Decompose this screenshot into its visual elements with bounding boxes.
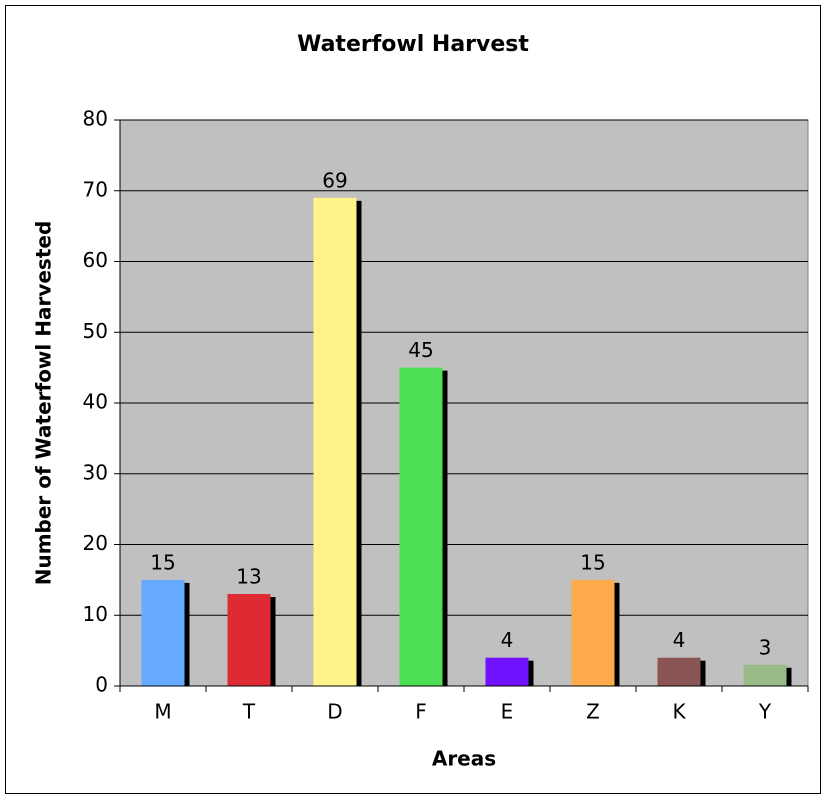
data-label: 4 (673, 628, 686, 652)
x-tick-label: E (501, 700, 514, 724)
x-tick-label: Z (586, 700, 600, 724)
bar (399, 367, 443, 686)
bar (485, 657, 529, 686)
bar (141, 579, 185, 686)
y-tick-label: 50 (83, 319, 108, 343)
y-axis-title: Number of Waterfowl Harvested (32, 221, 56, 586)
bar (313, 197, 357, 686)
bar (657, 657, 701, 686)
bar (743, 664, 787, 686)
data-label: 13 (236, 565, 261, 589)
data-label: 4 (501, 628, 514, 652)
x-tick-label: M (154, 700, 171, 724)
bar (571, 579, 615, 686)
y-tick-label: 0 (95, 673, 108, 697)
data-label: 3 (759, 635, 772, 659)
x-tick-label: T (242, 700, 256, 724)
y-tick-label: 20 (83, 531, 108, 555)
data-label: 45 (408, 338, 433, 362)
y-tick-label: 30 (83, 460, 108, 484)
y-tick-label: 10 (83, 602, 108, 626)
data-label: 15 (580, 550, 605, 574)
y-tick-label: 40 (83, 390, 108, 414)
y-tick-label: 60 (83, 248, 108, 272)
data-label: 69 (322, 168, 347, 192)
x-tick-label: Y (758, 700, 772, 724)
y-tick-label: 70 (83, 177, 108, 201)
y-tick-label: 80 (83, 107, 108, 131)
x-tick-label: K (672, 700, 686, 724)
data-label: 15 (150, 550, 175, 574)
x-tick-label: D (327, 700, 342, 724)
chart-title: Waterfowl Harvest (297, 32, 529, 57)
bar (227, 594, 271, 686)
x-axis-title: Areas (432, 747, 496, 771)
x-tick-label: F (415, 700, 427, 724)
